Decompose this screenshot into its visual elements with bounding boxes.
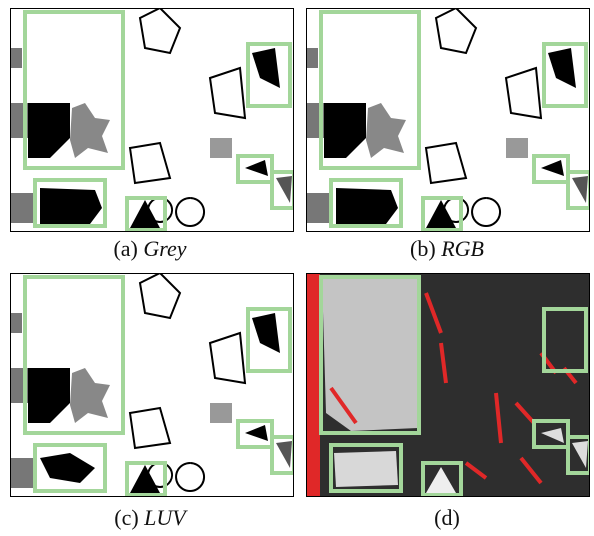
panel-image [10, 8, 294, 232]
caption-name: Grey [143, 236, 186, 261]
bright-region [322, 278, 418, 431]
shadow [306, 193, 331, 223]
panel-image [306, 8, 590, 232]
strip [306, 273, 320, 497]
caption-label: (d) [434, 505, 460, 530]
caption: (d) [302, 505, 592, 531]
shadow [10, 313, 22, 333]
shadow [10, 193, 35, 223]
caption-name: LUV [144, 505, 186, 530]
panel-image [306, 273, 590, 497]
caption: (b) RGB [302, 236, 592, 262]
shadow [506, 138, 528, 158]
caption: (a) Grey [5, 236, 295, 262]
panel-image [10, 273, 294, 497]
figure: (a) Grey (b) RGB (c) LUV (d) [0, 0, 594, 536]
caption-label: (c) [114, 505, 138, 530]
shadow [10, 458, 35, 488]
occlusion [40, 188, 102, 224]
shadow [306, 48, 318, 68]
occlusion [336, 188, 398, 224]
caption-label: (a) [113, 236, 137, 261]
caption-label: (b) [410, 236, 436, 261]
shadow [210, 403, 232, 423]
caption: (c) LUV [5, 505, 295, 531]
shadow [10, 48, 22, 68]
caption-name: RGB [441, 236, 484, 261]
shadow [210, 138, 232, 158]
bright-region [334, 451, 398, 487]
